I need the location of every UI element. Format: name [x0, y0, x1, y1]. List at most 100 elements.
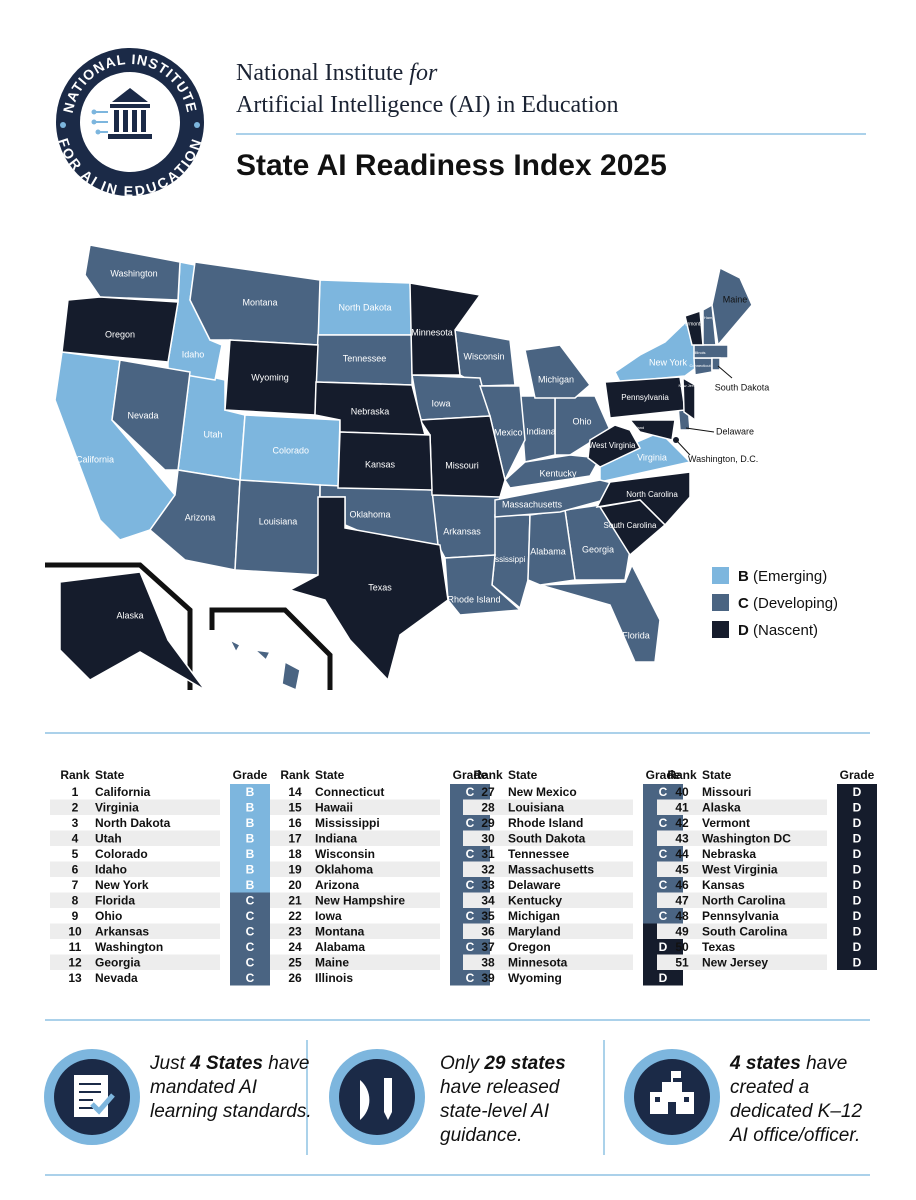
rank: 21 [288, 894, 302, 908]
row-stripe [270, 799, 440, 815]
rank: 32 [481, 863, 495, 877]
rank: 51 [675, 956, 689, 970]
state-name: Connecticut [315, 785, 384, 799]
state-label: Montana [242, 297, 277, 307]
state-shape [682, 376, 696, 422]
row-stripe [50, 861, 220, 877]
state-name: Missouri [702, 785, 751, 799]
state-label: Oklahoma [349, 509, 390, 519]
table-column-group: Rank State Grade 40 Missouri D 41 Alaska D 42 Verm… [657, 768, 877, 970]
state-label: Alaska [116, 610, 143, 620]
grade-cell [837, 846, 877, 862]
grade-cell [837, 923, 877, 939]
rank: 26 [288, 971, 302, 985]
grade: C [659, 847, 668, 861]
grade-cell [837, 939, 877, 955]
state-label: Maine [723, 294, 748, 304]
state-name: North Carolina [702, 894, 786, 908]
grade: C [246, 940, 255, 954]
table-header: Rank [60, 768, 90, 782]
grade: D [853, 832, 862, 846]
grade-cell [230, 877, 270, 893]
state-shape [228, 638, 242, 654]
state-shape [539, 563, 661, 663]
rank: 25 [288, 956, 302, 970]
state-label: California [76, 454, 114, 464]
rank: 41 [675, 801, 689, 815]
grade: D [853, 863, 862, 877]
state-shape [337, 431, 433, 491]
grade-cell [230, 908, 270, 924]
grade-cell [643, 815, 683, 831]
state-label: Massachusetts [502, 499, 563, 509]
state-label: Ohio [572, 416, 591, 426]
grade-cell [837, 815, 877, 831]
rank: 24 [288, 940, 302, 954]
grade-cell [837, 892, 877, 908]
state-name: Arkansas [95, 925, 149, 939]
grade-cell [643, 784, 683, 800]
state-name: New Hampshire [315, 894, 405, 908]
logo: NATIONAL INSTITUTE FOR AI IN EDUCATION [55, 48, 204, 199]
state-label: Virginia [637, 452, 667, 462]
state-name: Idaho [95, 863, 127, 877]
rank: 42 [675, 816, 689, 830]
row-stripe [270, 830, 440, 846]
rank: 30 [481, 832, 495, 846]
grade: C [659, 816, 668, 830]
icon-guidance [329, 1049, 425, 1145]
rank: 43 [675, 832, 689, 846]
stat-text: have created a dedicated K–12 AI office/… [730, 1053, 863, 1146]
grade: C [246, 956, 255, 970]
state-name: Georgia [95, 956, 141, 970]
grade: C [246, 971, 255, 985]
grade: B [246, 878, 255, 892]
state-label: Rhode Island [447, 594, 500, 604]
state-name: Ohio [95, 909, 122, 923]
stat-text: have released state-level AI guidance. [440, 1077, 560, 1146]
rank: 37 [481, 940, 495, 954]
state-label: Pennsylvania [621, 393, 669, 402]
grade-cell [450, 970, 490, 986]
row-stripe [270, 892, 440, 908]
state-name: South Carolina [702, 925, 788, 939]
state-name: Colorado [95, 847, 148, 861]
grade: D [853, 940, 862, 954]
rank: 14 [288, 785, 302, 799]
state-name: Delaware [508, 878, 561, 892]
grade-cell [837, 784, 877, 800]
state-shape [288, 496, 449, 682]
state-name: Nevada [95, 971, 138, 985]
state-name: Alaska [702, 801, 741, 815]
grade: C [466, 816, 475, 830]
grade-cell [230, 939, 270, 955]
row-stripe [657, 892, 827, 908]
state-name: New York [95, 878, 149, 892]
rank: 45 [675, 863, 689, 877]
row-stripe [657, 861, 827, 877]
row-stripe [463, 799, 633, 815]
grade: C [466, 785, 475, 799]
state-name: Nebraska [702, 847, 756, 861]
rank: 36 [481, 925, 495, 939]
grade-cell [450, 846, 490, 862]
legend-text: C (Developing) [738, 595, 838, 612]
rank: 39 [481, 971, 495, 985]
state-name: Tennessee [508, 847, 569, 861]
rank: 31 [481, 847, 495, 861]
state-label: Nebraska [351, 406, 390, 416]
rank: 8 [72, 894, 79, 908]
rank: 17 [288, 832, 302, 846]
table-header: State [95, 768, 125, 782]
state-shape [418, 415, 506, 498]
state-name: Pennsylvania [702, 909, 779, 923]
grade-cell [837, 954, 877, 970]
grade: C [466, 909, 475, 923]
row-stripe [463, 892, 633, 908]
state-label: Michigan [538, 374, 574, 384]
legend-grade: B [738, 568, 749, 585]
rank: 4 [72, 832, 79, 846]
row-stripe [270, 923, 440, 939]
rank: 34 [481, 894, 495, 908]
